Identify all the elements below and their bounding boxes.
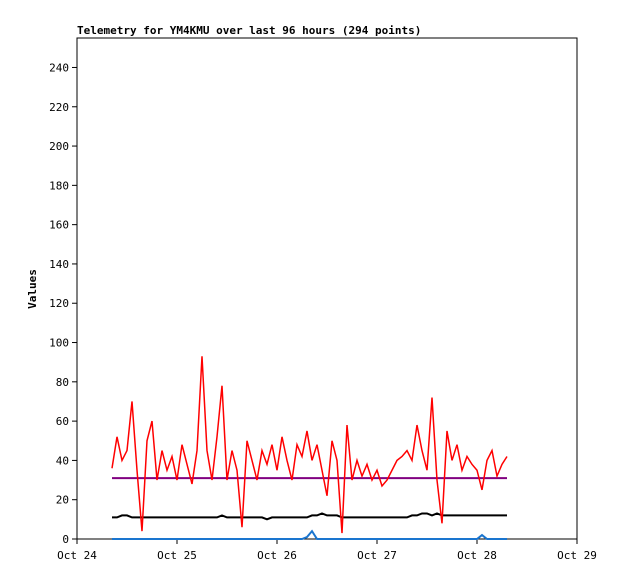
y-tick-label: 80 (56, 376, 69, 389)
y-tick-label: 200 (49, 140, 69, 153)
y-tick-label: 20 (56, 494, 69, 507)
x-tick-label: Oct 29 (557, 549, 597, 562)
y-tick-label: 100 (49, 337, 69, 350)
y-tick-label: 0 (62, 533, 69, 546)
y-tick-label: 60 (56, 415, 69, 428)
y-tick-label: 240 (49, 61, 69, 74)
series-line (112, 529, 507, 540)
y-tick-label: 40 (56, 454, 69, 467)
x-tick-label: Oct 25 (157, 549, 197, 562)
x-tick-label: Oct 28 (457, 549, 497, 562)
y-tick-label: 180 (49, 179, 69, 192)
series-line (111, 356, 508, 534)
chart-title: Telemetry for YM4KMU over last 96 hours … (77, 24, 421, 37)
y-tick-label: 140 (49, 258, 69, 271)
x-tick-label: Oct 27 (357, 549, 397, 562)
y-tick-label: 160 (49, 219, 69, 232)
x-tick-label: Oct 26 (257, 549, 297, 562)
y-axis-label: Values (26, 269, 39, 309)
y-tick-label: 220 (49, 101, 69, 114)
x-tick-label: Oct 24 (57, 549, 97, 562)
y-tick-label: 120 (49, 297, 69, 310)
